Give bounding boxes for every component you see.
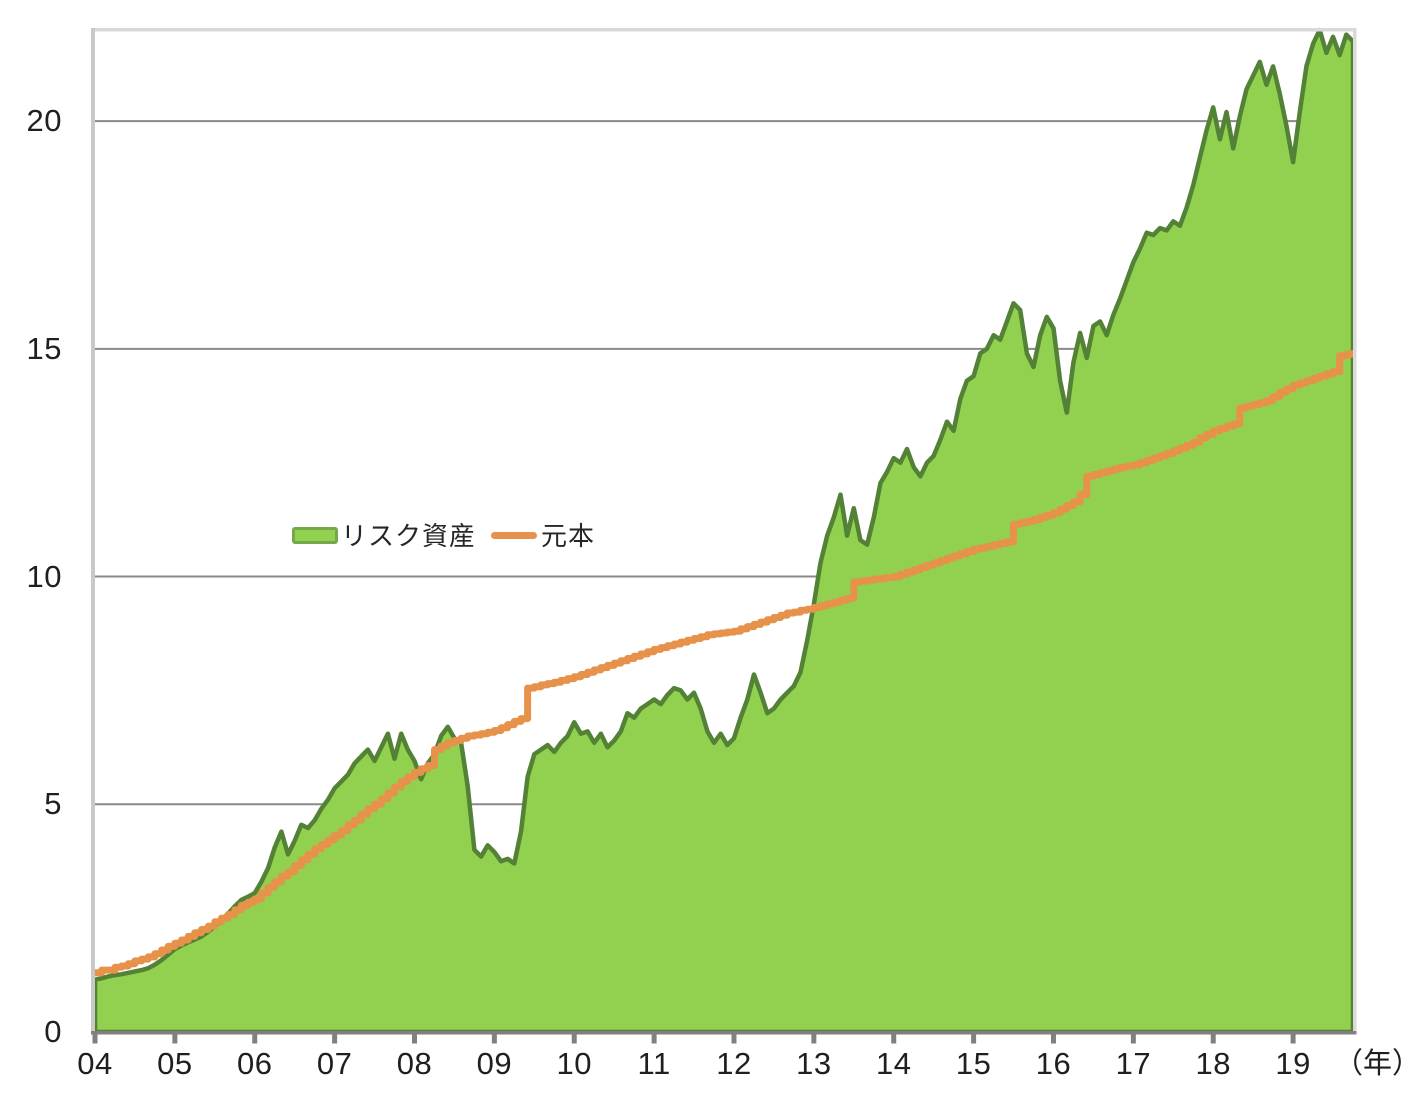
plot-top-border [92, 28, 1357, 32]
x-tick-label: 15 [955, 1046, 992, 1081]
x-tick-mark [731, 1034, 737, 1044]
x-tick-label: 09 [476, 1046, 513, 1081]
x-tick-label: 10 [556, 1046, 592, 1081]
x-tick-label: 18 [1195, 1046, 1231, 1081]
risk-asset-area-swatch [292, 527, 338, 544]
legend-label-principal: 元本 [541, 521, 596, 551]
x-tick-label: 16 [1035, 1046, 1072, 1081]
y-tick-label: 20 [26, 103, 62, 139]
principal-line-swatch [491, 532, 537, 539]
x-tick-label: 07 [316, 1046, 353, 1081]
x-tick-mark [971, 1034, 977, 1044]
x-tick-label: 06 [236, 1046, 273, 1081]
x-tick-label: 17 [1115, 1046, 1152, 1081]
x-tick-mark [1130, 1034, 1136, 1044]
x-tick-label: 14 [875, 1046, 912, 1081]
legend-label-risk-asset: リスク資産 [341, 521, 477, 551]
y-tick-label: 10 [26, 558, 62, 594]
x-tick-mark [252, 1034, 258, 1044]
x-tick-label: 19 [1275, 1046, 1311, 1081]
x-tick-label: 04 [77, 1046, 113, 1081]
x-tick-label: 13 [796, 1046, 832, 1081]
principal-line [91, 349, 1357, 977]
x-tick-mark [411, 1034, 417, 1044]
x-tick-label: 08 [396, 1046, 433, 1081]
x-tick-mark [1290, 1034, 1296, 1044]
plot-right-border [1353, 30, 1357, 1032]
x-tick-label: 05 [157, 1046, 193, 1081]
y-axis-line [91, 28, 95, 1032]
x-tick-mark [1210, 1034, 1216, 1044]
x-axis-line [91, 1031, 1357, 1035]
x-tick-mark [651, 1034, 657, 1044]
y-tick-label: 15 [26, 330, 62, 366]
y-tick-label: 5 [44, 786, 62, 822]
y-tick-label: 0 [44, 1014, 62, 1049]
x-tick-mark [1050, 1034, 1056, 1044]
x-tick-mark [332, 1034, 338, 1044]
x-tick-label: 12 [716, 1046, 752, 1081]
x-tick-label: 11 [637, 1046, 671, 1081]
x-tick-mark [571, 1034, 577, 1044]
x-tick-mark [811, 1034, 817, 1044]
x-tick-mark [891, 1034, 897, 1044]
x-tick-mark [172, 1034, 178, 1044]
x-axis-unit-label: （年） [1334, 1048, 1414, 1080]
x-tick-mark [92, 1034, 98, 1044]
x-tick-mark [491, 1034, 497, 1044]
